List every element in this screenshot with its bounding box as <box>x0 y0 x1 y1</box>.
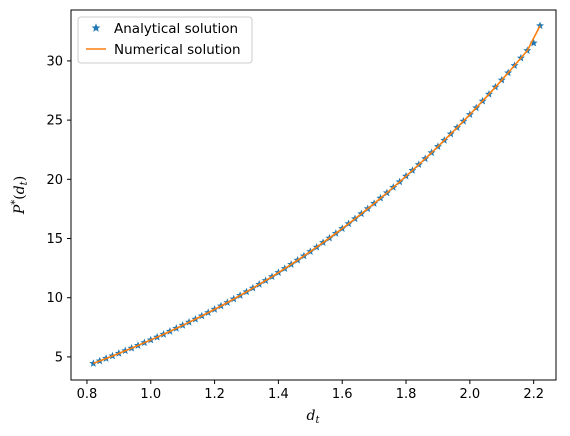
x-axis-label: dt <box>307 408 321 426</box>
x-axis-label-base: d <box>307 408 316 424</box>
analytical-series <box>89 21 545 367</box>
analytical-point <box>536 21 545 30</box>
x-tick-label: 1.4 <box>268 387 289 402</box>
x-tick-label: 0.8 <box>77 387 98 402</box>
y-axis-label-close: ) <box>12 176 28 181</box>
y-tick-label: 15 <box>46 232 63 247</box>
legend: Analytical solution Numerical solution <box>77 16 253 64</box>
y-tick-label: 25 <box>46 114 63 129</box>
analytical-point <box>529 38 538 47</box>
x-axis-ticks: 0.8 1.0 1.2 1.4 1.6 1.8 2.0 2.2 <box>77 380 544 402</box>
x-tick-label: 1.2 <box>204 387 225 402</box>
y-tick-label: 30 <box>46 54 63 69</box>
legend-entry-analytical: Analytical solution <box>114 21 238 37</box>
legend-entry-numerical: Numerical solution <box>114 42 241 58</box>
x-tick-label: 1.6 <box>332 387 353 402</box>
y-axis-label-open: ( <box>12 194 28 199</box>
legend-box <box>77 16 253 64</box>
y-tick-label: 5 <box>55 350 63 365</box>
x-axis-label-sub: t <box>315 415 320 426</box>
legend-star-icon <box>91 23 101 32</box>
y-axis-ticks: 5 10 15 20 25 30 <box>46 54 71 365</box>
y-tick-label: 20 <box>46 173 63 188</box>
y-axis-label-base: P <box>12 204 28 215</box>
x-tick-label: 1.8 <box>396 387 417 402</box>
y-tick-label: 10 <box>46 291 63 306</box>
y-axis-label-sup: * <box>10 200 21 205</box>
plot-area <box>89 21 545 367</box>
axes-frame <box>70 9 557 381</box>
y-axis-label: P*(dt) <box>10 176 30 215</box>
x-tick-label: 1.0 <box>140 387 161 402</box>
y-axis-label-arg-sub: t <box>19 180 30 185</box>
x-tick-label: 2.0 <box>460 387 481 402</box>
numerical-series-line <box>93 25 541 365</box>
x-tick-label: 2.2 <box>523 387 544 402</box>
y-axis-label-arg-base: d <box>12 185 28 194</box>
